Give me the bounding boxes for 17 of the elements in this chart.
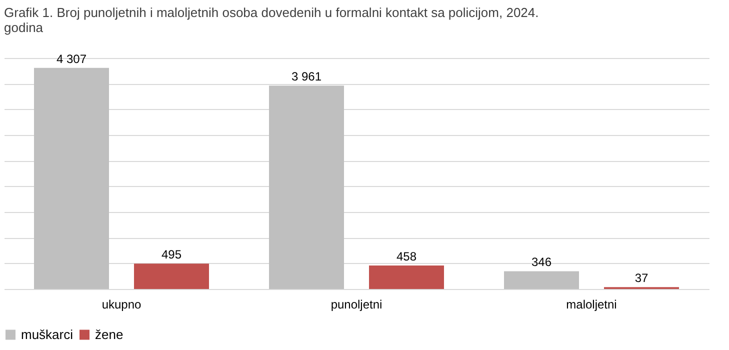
legend-label: muškarci — [21, 326, 74, 342]
legend-label: žene — [95, 326, 124, 342]
chart-title: Grafik 1. Broj punoljetnih i maloljetnih osoba dovedenih u formalni kontakt sa policijom, 2024. godina — [4, 4, 539, 35]
data-label: 346 — [531, 255, 552, 270]
data-label: 4 307 — [56, 52, 87, 66]
data-label: 3 961 — [291, 70, 322, 84]
x-tick-label: punoljetni — [330, 298, 382, 312]
x-tick-label: ukupno — [102, 298, 142, 312]
bar — [369, 265, 444, 289]
bar — [269, 86, 344, 289]
x-tick-label: maloljetni — [566, 298, 617, 312]
bar — [134, 264, 209, 289]
data-label: 495 — [161, 248, 182, 262]
bar — [34, 68, 109, 289]
bar — [504, 271, 579, 289]
data-label: 37 — [634, 271, 648, 286]
data-label: 458 — [396, 249, 417, 264]
